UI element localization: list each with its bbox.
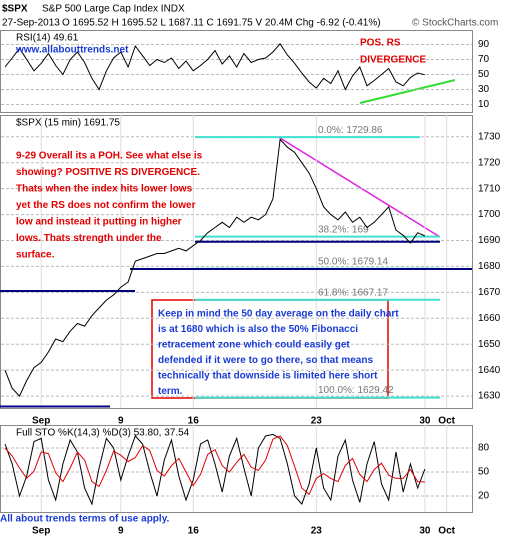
y-tick-label: 50 (478, 467, 490, 478)
quote: O 1695.52 H 1695.52 L 1687.11 C 1691.75 … (62, 18, 381, 29)
symbol: $SPX (2, 4, 28, 15)
rsi-frame (0, 30, 473, 113)
comment-line: low and instead it putting in higher (16, 217, 182, 228)
y-tick-label: 1730 (478, 131, 501, 142)
x-tick-label: 9 (118, 416, 124, 427)
date: 27-Sep-2013 (2, 18, 60, 29)
x-tick-label: 16 (188, 526, 200, 537)
comment-line: 9-29 Overall its a POH. See what else is (16, 151, 203, 162)
y-tick-label: 1690 (478, 235, 501, 246)
divergence-label: POS. RS (360, 38, 401, 49)
x-tick-label: Sep (32, 416, 50, 427)
y-tick-label: 1700 (478, 209, 501, 220)
fib-label: 61.8%: 1667.17 (318, 287, 388, 298)
comment-line: Thats when the index hits lower lows (16, 184, 193, 195)
price-frame (0, 115, 473, 409)
fib-label: 0.0%: 1729.86 (318, 125, 383, 136)
site-label: www.allabouttrends.net (15, 45, 129, 56)
series-line (4, 433, 426, 506)
sto-frame (0, 425, 473, 513)
y-tick-label: 1650 (478, 339, 501, 350)
x-tick-label: Oct (438, 526, 455, 537)
fib-label: 100.0%: 1629.42 (318, 385, 394, 396)
comment-line: lows. Thats strength under the (16, 233, 162, 244)
price-line (4, 138, 426, 397)
x-tick-label: 16 (188, 416, 200, 427)
divergence-label: DIVERGENCE (360, 55, 426, 66)
y-tick-label: 20 (478, 491, 490, 502)
fib-label: 38.2%: 169 (318, 224, 369, 235)
price-line (4, 42, 426, 91)
fib-label: 50.0%: 1679.14 (318, 256, 388, 267)
note-line: technically that downside is limited her… (158, 371, 378, 382)
note-line: Keep in mind the 50 day average on the d… (158, 309, 399, 320)
x-tick-label: 30 (419, 416, 431, 427)
y-tick-label: 1630 (478, 391, 501, 402)
note-box (151, 299, 389, 399)
price-trendline (279, 137, 441, 238)
y-tick-label: 1670 (478, 287, 501, 298)
y-tick-label: 1640 (478, 365, 501, 376)
y-tick-label: 1710 (478, 183, 501, 194)
x-tick-label: 23 (311, 416, 323, 427)
panel-title: $SPX (15 min) 1691.75 (16, 118, 120, 129)
comment-line: yet the RS does not confirm the lower (16, 200, 196, 211)
index-name: S&P 500 Large Cap Index INDX (42, 4, 185, 15)
x-tick-label: 30 (419, 526, 431, 537)
y-tick-label: 50 (478, 69, 490, 80)
watermark: © StockCharts.com (412, 18, 498, 29)
comment-line: showing? POSITIVE RS DIVERGENCE. (16, 167, 200, 178)
y-tick-label: 10 (478, 99, 490, 110)
x-tick-label: 9 (118, 526, 124, 537)
y-tick-label: 30 (478, 84, 490, 95)
series-line (4, 435, 425, 496)
x-tick-label: 23 (311, 526, 323, 537)
y-tick-label: 1660 (478, 313, 501, 324)
comment-line: surface. (16, 250, 55, 261)
y-tick-label: 1720 (478, 157, 501, 168)
panel-title: RSI(14) 49.61 (16, 33, 79, 44)
y-tick-label: 90 (478, 39, 490, 50)
note-line: is at 1680 which is also the 50% Fibonac… (158, 324, 358, 335)
y-tick-label: 70 (478, 54, 490, 65)
x-tick-label: Oct (438, 416, 455, 427)
y-tick-label: 1680 (478, 261, 501, 272)
note-line: defended if it were to go there, so that… (158, 355, 373, 366)
panel-title: Full STO %K(14,3) %D(3) 53.80, 37.54 (16, 428, 190, 439)
rsi-trendline (359, 79, 456, 104)
footer: All about trends terms of use apply. (0, 514, 170, 525)
note-line: retracement zone which could easily get (158, 340, 350, 351)
note-line: term. (158, 386, 183, 397)
x-tick-label: Sep (32, 526, 50, 537)
y-tick-label: 80 (478, 443, 490, 454)
